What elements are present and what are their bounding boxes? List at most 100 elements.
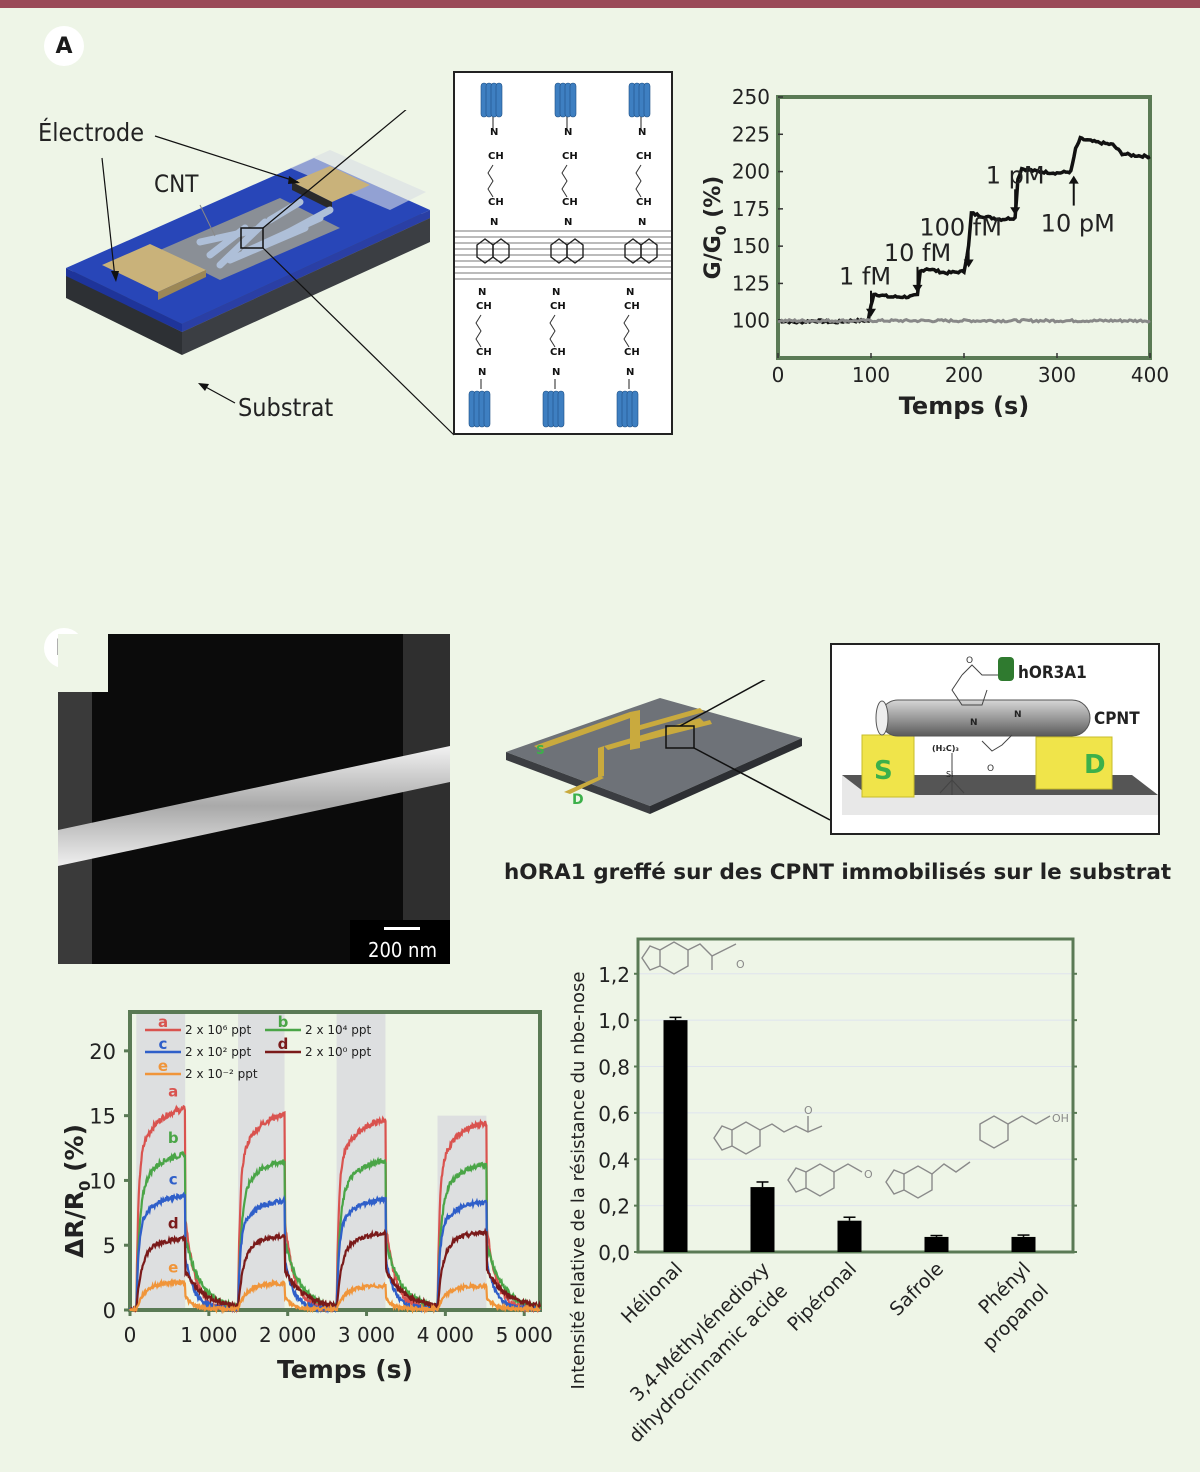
pyrene-ring	[640, 238, 658, 264]
y-tick-label: 0,4	[598, 1148, 630, 1172]
annotation-label: 10 pM	[1041, 210, 1115, 238]
annotation-arrowhead	[1068, 175, 1079, 184]
y-tick-label: 1,2	[598, 963, 630, 987]
chart-b-resistance-response: 0 5 10 15 20 0 1 000 2 000 3 000 4 000 5 000 Temps …	[60, 1010, 553, 1384]
cpnt-chip-illustration: S D	[506, 680, 830, 821]
y-tick-label: 250	[732, 85, 770, 109]
panel-a-badge: A	[44, 26, 84, 66]
annotation-label: 10 fM	[884, 239, 951, 267]
annotation-label: 1 fM	[839, 263, 891, 291]
legend-letter-d: d	[278, 1035, 289, 1053]
chem-oxygen-bottom: O	[987, 764, 994, 774]
chem-group-bottom: N	[626, 367, 634, 378]
chem-group-top: CH	[636, 197, 652, 208]
alkyl-chain	[487, 164, 494, 198]
cpnt-inset: S D O N N O (H₂C)₃ Si hOR3A1 CPNT	[830, 643, 1160, 835]
category-label: Safrole	[886, 1258, 949, 1321]
chem-nitrogen-top: N	[970, 718, 978, 728]
electrode-right	[292, 166, 370, 202]
cnt-functionalization-inset: N CH CH N N CH CH N N CH CH N N CH CH N N CH CH N N CH CH N	[453, 71, 673, 435]
benzene-ring	[805, 1163, 835, 1197]
linker-chains: N CH CH N N CH CH N N CH CH N N CH CH N N CH CH N N CH CH N	[468, 82, 658, 428]
legend-text-e: 2 x 10⁻² ppt	[185, 1067, 258, 1081]
oxygen-label: O	[864, 1168, 873, 1181]
x-axis-title: Temps (s)	[899, 392, 1030, 420]
x-tick-label: 5 000	[496, 1323, 553, 1347]
bar	[924, 1236, 949, 1252]
chem-group-bottom: N	[478, 367, 486, 378]
bar	[663, 1020, 688, 1252]
receptor-protein-top	[643, 82, 651, 118]
chem-group-bottom: N	[552, 287, 560, 298]
oxygen-label: O	[804, 1104, 813, 1117]
y-tick-label: 100	[732, 309, 770, 333]
annotation-arrowhead	[963, 259, 974, 268]
dioxole-ring	[885, 1169, 905, 1195]
alkyl-chain	[623, 314, 630, 348]
benzene-ring	[903, 1165, 933, 1199]
chart-a-conductance: 100 125 150 175 200 225 250 0 100 200 300 400 Temps …	[701, 85, 1169, 420]
x-tick-label: 200	[945, 363, 983, 387]
series-label-e: e	[168, 1258, 178, 1276]
chart-c-relative-intensity: 0,00,20,40,60,81,01,2Hélional3,4-Méthylé…	[568, 937, 1077, 1447]
inset-drain-letter: D	[1084, 750, 1106, 780]
chem-group-top: CH	[488, 197, 504, 208]
y-tick-label: 150	[732, 234, 770, 258]
cpnt-tube	[879, 699, 1091, 737]
receptor-protein-bottom	[483, 390, 491, 428]
chem-group-bottom: CH	[624, 301, 640, 312]
oxygen-label: O	[736, 958, 745, 971]
allyl	[931, 1161, 971, 1175]
series-label-c: c	[169, 1170, 178, 1188]
y-tick-label: 125	[732, 271, 770, 295]
functionalization-diagram: N CH CH N N CH CH N N CH CH N N CH CH N N CH CH N N CH CH N	[455, 82, 671, 428]
receptor-protein-bottom	[631, 390, 639, 428]
side-chain	[687, 943, 737, 957]
chem-silicon: Si	[946, 770, 953, 779]
annotation-label: 1 pM	[986, 161, 1045, 189]
sem-scale-label: 200 nm	[368, 938, 437, 962]
receptor-label: hOR3A1	[1018, 663, 1087, 683]
chip-source-letter: S	[536, 743, 545, 757]
nanotube-sem	[58, 746, 450, 866]
pyrene-ring	[492, 238, 510, 264]
chem-group-top: CH	[562, 151, 578, 162]
legend-letter-c: c	[159, 1035, 168, 1053]
receptor-protein-bottom	[557, 390, 565, 428]
side-chain	[1007, 1115, 1051, 1125]
pyrene-ring	[566, 238, 584, 264]
alkyl-chain	[475, 314, 482, 348]
drain-block	[1035, 736, 1113, 790]
chem-oxygen-top: O	[966, 656, 973, 666]
annotation-arrowhead	[912, 284, 923, 293]
x-tick-label: 300	[1038, 363, 1076, 387]
chem-group-top: N	[490, 127, 498, 138]
annotation-arrowhead	[866, 308, 876, 317]
legend-letter-a: a	[158, 1013, 168, 1031]
legend-letter-e: e	[158, 1057, 168, 1075]
x-tick-label: 1 000	[180, 1323, 237, 1347]
series-label-d: d	[168, 1214, 179, 1232]
nanotubes	[196, 198, 334, 269]
y-tick-label: 175	[732, 197, 770, 221]
y-tick-label: 200	[732, 160, 770, 184]
y-tick-label: 0,0	[598, 1241, 630, 1265]
alkyl-chain	[549, 314, 556, 348]
y-axis-title-tail: (%)	[60, 1124, 89, 1181]
series-label-b: b	[168, 1129, 179, 1147]
legend-text-c: 2 x 10² ppt	[185, 1045, 251, 1059]
x-tick-label: 400	[1131, 363, 1169, 387]
legend-letter-b: b	[278, 1013, 289, 1031]
cnt-label: CNT	[154, 170, 199, 198]
y-axis-title: Intensité relative de la résistance du n…	[568, 972, 589, 1390]
structure-methylenedioxy	[713, 1116, 823, 1155]
receptor-protein	[998, 657, 1014, 681]
y-axis-title-main: ΔR/R	[60, 1191, 89, 1258]
inset-source-letter: S	[874, 756, 893, 786]
x-tick-label: 100	[852, 363, 890, 387]
electrode-label: Électrode	[38, 118, 145, 147]
x-tick-label: 0	[772, 363, 785, 387]
benzene-ring	[659, 941, 689, 975]
scale-bar	[384, 927, 420, 930]
y-tick-label: 5	[103, 1234, 116, 1258]
